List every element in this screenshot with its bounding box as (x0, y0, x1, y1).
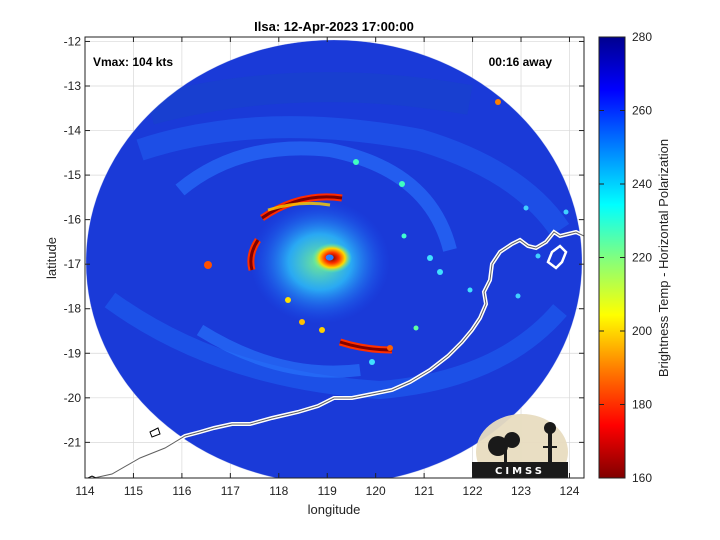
logo-label: CIMSS (495, 466, 545, 477)
x-tick-label: 115 (124, 484, 143, 498)
y-tick-label: -12 (64, 34, 82, 48)
y-tick-label: -18 (64, 302, 82, 316)
colorbar-label: Brightness Temp - Horizontal Polarizatio… (656, 139, 671, 377)
y-axis-ticks: -12 -13 -14 -15 -16 -17 -18 -19 -20 -21 (64, 34, 584, 449)
chart-title: Ilsa: 12-Apr-2023 17:00:00 (254, 19, 414, 34)
colorbar-tick-label: 220 (632, 251, 652, 265)
colorbar-tick-label: 160 (632, 471, 652, 485)
colorbar-ticks: 160 180 200 220 240 260 280 (599, 30, 652, 485)
x-axis-label: longitude (308, 502, 361, 517)
x-axis-ticks: 114 115 116 117 118 119 120 121 122 123 124 (75, 37, 580, 498)
colorbar-tick-label: 180 (632, 398, 652, 412)
y-tick-label: -16 (64, 213, 82, 227)
y-tick-label: -21 (64, 435, 82, 449)
y-axis-label: latitude (44, 237, 59, 279)
colorbar-tick-label: 280 (632, 30, 652, 44)
x-tick-label: 117 (221, 484, 240, 498)
x-tick-label: 124 (559, 484, 579, 498)
colorbar-tick-label: 200 (632, 324, 652, 338)
x-tick-label: 120 (366, 484, 386, 498)
colorbar-tick-label: 240 (632, 177, 652, 191)
x-tick-label: 118 (269, 484, 288, 498)
axes-frame (84, 36, 585, 479)
time-away-annotation: 00:16 away (489, 55, 553, 69)
coastline (87, 229, 584, 478)
x-tick-label: 116 (172, 484, 191, 498)
x-tick-label: 121 (414, 484, 434, 498)
y-tick-label: -15 (64, 168, 82, 182)
colorbar: 160 180 200 220 240 260 280 Brightness Temp - … (598, 30, 671, 485)
vmax-annotation: Vmax: 104 kts (93, 55, 173, 69)
x-tick-label: 123 (511, 484, 531, 498)
y-tick-label: -13 (64, 79, 82, 93)
y-tick-label: -20 (64, 391, 82, 405)
cimss-logo: CIMSS (472, 414, 568, 478)
x-tick-label: 119 (318, 484, 337, 498)
y-tick-label: -19 (64, 346, 82, 360)
y-tick-label: -17 (64, 257, 82, 271)
colorbar-tick-label: 260 (632, 104, 652, 118)
satellite-swath (86, 40, 582, 478)
swath-edge (85, 39, 583, 478)
x-tick-label: 122 (463, 484, 483, 498)
cloud-bands (104, 72, 570, 400)
x-tick-label: 114 (75, 484, 94, 498)
storm-eye (325, 254, 334, 261)
y-tick-label: -14 (64, 124, 82, 138)
plot-area: CIMSS Vmax: 104 kts 00:16 away (85, 37, 584, 478)
